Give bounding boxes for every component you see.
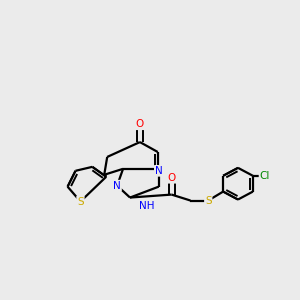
Text: N: N [155,166,163,176]
Text: S: S [77,196,84,206]
Text: O: O [136,119,144,129]
Text: N: N [113,181,121,191]
Text: NH: NH [139,202,154,212]
Text: S: S [205,196,211,206]
Text: O: O [167,173,176,183]
Text: Cl: Cl [260,171,270,181]
